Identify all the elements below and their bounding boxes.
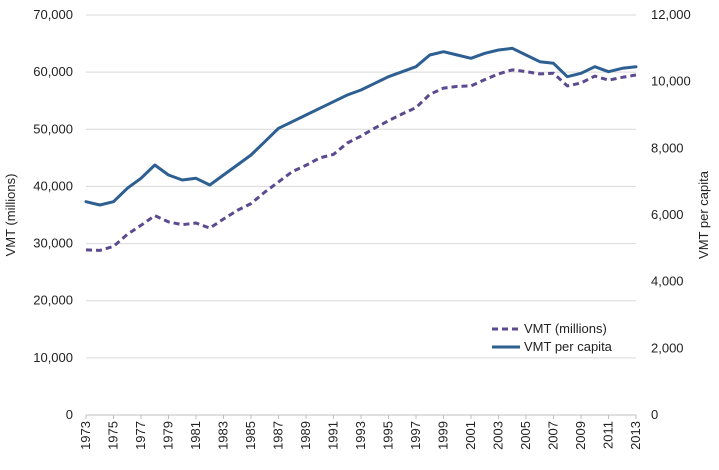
x-tick-label: 1979: [161, 421, 176, 450]
x-tick-label: 1993: [353, 421, 368, 450]
x-tick-label: 1973: [78, 421, 93, 450]
x-tick-label: 2009: [573, 421, 588, 450]
axes: 0 10,000 20,000 30,000 40,000 50,000 60,000 70,…: [3, 7, 711, 450]
x-tick-label: 2003: [491, 421, 506, 450]
y-tick-label: 10,000: [33, 350, 73, 365]
x-tick-label: 2011: [601, 421, 616, 449]
series-line-vmt-per-capita: [84, 46, 638, 207]
y2-tick-label: 10,000: [651, 74, 691, 89]
x-tick-label: 1975: [106, 421, 121, 450]
y2-axis-title: VMT per capita: [696, 170, 711, 259]
y-tick-label: 30,000: [33, 236, 73, 251]
x-tick-label: 2001: [463, 421, 478, 450]
y-tick-label: 0: [66, 407, 73, 422]
x-tick-label: 1989: [298, 421, 313, 450]
x-tick-label: 1985: [243, 421, 258, 450]
x-tick-label: 1983: [216, 421, 231, 450]
series-lines: [84, 46, 638, 252]
x-tick-label: 2005: [518, 421, 533, 450]
gridlines: [86, 14, 636, 359]
y2-tick-label: 6,000: [651, 207, 684, 222]
x-tick-label: 1987: [271, 421, 286, 450]
x-tick-label: 1991: [326, 421, 341, 450]
x-tick-label: 2007: [546, 421, 561, 450]
legend: VMT (millions) VMT per capita: [492, 321, 613, 354]
y-tick-label: 60,000: [33, 64, 73, 79]
y-axis-title: VMT (millions): [3, 174, 18, 257]
x-tick-label: 1997: [408, 421, 423, 450]
x-tick-label: 1995: [381, 421, 396, 450]
y-tick-label: 20,000: [33, 293, 73, 308]
y2-tick-label: 8,000: [651, 140, 684, 155]
legend-label: VMT per capita: [524, 339, 613, 354]
series-line-vmt-millions: [85, 68, 637, 252]
y-tick-label: 40,000: [33, 178, 73, 193]
x-tick-label: 2013: [628, 421, 643, 450]
x-tick-label: 1977: [133, 421, 148, 450]
legend-label: VMT (millions): [524, 321, 607, 336]
y-tick-label: 70,000: [33, 7, 73, 22]
y2-tick-label: 4,000: [651, 274, 684, 289]
y-tick-label: 50,000: [33, 121, 73, 136]
x-tick-label: 1999: [436, 421, 451, 450]
y2-tick-label: 2,000: [651, 340, 684, 355]
y2-tick-label: 0: [651, 407, 658, 422]
y2-tick-label: 12,000: [651, 7, 691, 22]
x-tick-label: 1981: [188, 421, 203, 450]
